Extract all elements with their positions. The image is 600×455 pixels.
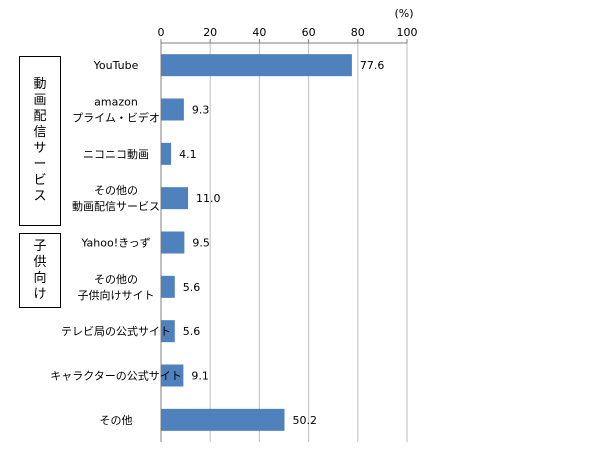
value-label: 9.5 — [192, 237, 210, 250]
x-tick-label: 80 — [351, 26, 365, 39]
bar — [161, 54, 352, 77]
category-label: テレビ局の公式サイト — [61, 325, 171, 338]
unit-label: (%) — [394, 7, 413, 20]
value-label: 77.6 — [360, 59, 385, 72]
value-label: 4.1 — [179, 148, 197, 161]
category-label: ニコニコ動画 — [83, 147, 149, 161]
category-label: amazon — [94, 96, 138, 109]
x-tick-label: 100 — [397, 26, 418, 39]
x-tick-label: 40 — [252, 26, 266, 39]
group-label-kids: 子供向け — [33, 238, 47, 302]
bar — [161, 320, 175, 343]
category-label: その他 — [100, 414, 133, 427]
value-label: 50.2 — [292, 414, 317, 427]
category-label: YouTube — [93, 59, 139, 72]
bar — [161, 142, 172, 165]
category-labels: YouTubeamazonプライム・ビデオニコニコ動画その他の動画配信サービスY… — [50, 59, 182, 427]
value-label: 9.1 — [191, 370, 209, 383]
bar-series — [161, 54, 352, 431]
grid-lines — [160, 39, 408, 442]
x-tick-label: 0 — [158, 26, 165, 39]
group-label-video-services: 動画配信サービス — [33, 77, 47, 204]
bar — [161, 231, 185, 254]
group-box-video-services: 動画配信サービス — [19, 56, 61, 226]
category-label: その他の — [94, 273, 138, 286]
category-label: キャラクターの公式サイト — [50, 370, 182, 383]
x-tick-label: 60 — [302, 26, 316, 39]
x-tick-labels: 0 20 40 60 80 100 — [158, 26, 418, 39]
bar — [161, 98, 184, 121]
bar — [161, 275, 175, 298]
bar — [161, 187, 189, 210]
category-label: Yahoo!きっず — [80, 237, 150, 250]
bar — [161, 364, 184, 387]
value-label: 9.3 — [192, 104, 210, 117]
category-label: その他の — [94, 184, 138, 197]
value-label: 5.6 — [183, 281, 201, 294]
value-label: 11.0 — [196, 192, 221, 205]
bar — [161, 408, 285, 431]
value-labels: 77.6 9.3 4.1 11.0 9.5 5.6 5.6 9.1 50.2 — [179, 59, 384, 427]
group-box-kids: 子供向け — [19, 233, 61, 308]
category-label: 動画配信サービス — [72, 199, 160, 213]
value-label: 5.6 — [183, 325, 201, 338]
category-label: プライム・ビデオ — [72, 111, 160, 125]
x-tick-label: 20 — [203, 26, 217, 39]
category-label: 子供向けサイト — [78, 288, 155, 302]
